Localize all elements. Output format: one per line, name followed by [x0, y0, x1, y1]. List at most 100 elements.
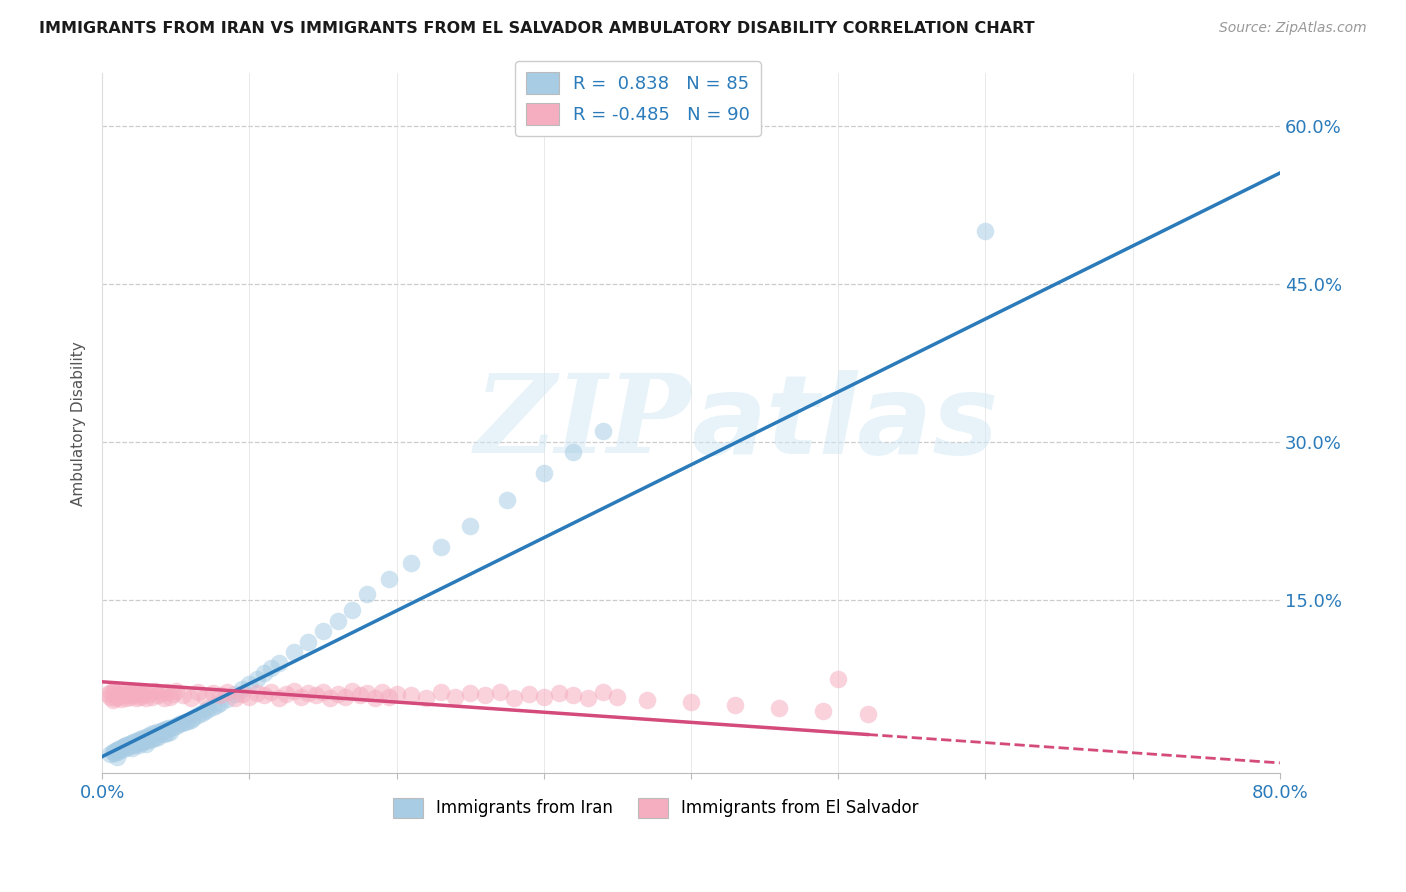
- Point: [112, 742, 135, 756]
- Point: [134, 685, 156, 699]
- Point: [444, 690, 467, 704]
- Point: [125, 690, 148, 705]
- Point: [592, 685, 614, 699]
- Point: [813, 704, 835, 718]
- Point: [156, 726, 179, 740]
- Point: [128, 738, 150, 752]
- Point: [231, 682, 253, 697]
- Point: [143, 731, 166, 745]
- Point: [856, 707, 879, 722]
- Point: [141, 731, 163, 746]
- Point: [150, 724, 173, 739]
- Point: [104, 690, 127, 705]
- Point: [103, 684, 125, 698]
- Point: [155, 722, 177, 736]
- Point: [224, 688, 246, 702]
- Point: [176, 714, 198, 728]
- Point: [238, 690, 260, 704]
- Point: [127, 688, 149, 702]
- Point: [194, 704, 217, 718]
- Point: [107, 690, 129, 704]
- Point: [122, 689, 145, 703]
- Point: [124, 738, 146, 752]
- Point: [105, 749, 128, 764]
- Point: [141, 690, 163, 704]
- Point: [488, 685, 510, 699]
- Point: [827, 672, 849, 686]
- Text: Source: ZipAtlas.com: Source: ZipAtlas.com: [1219, 21, 1367, 36]
- Point: [110, 691, 132, 706]
- Point: [401, 556, 423, 570]
- Point: [194, 690, 217, 704]
- Point: [276, 688, 298, 702]
- Point: [187, 685, 209, 699]
- Point: [201, 686, 224, 700]
- Point: [180, 690, 202, 705]
- Point: [312, 685, 335, 699]
- Point: [172, 689, 194, 703]
- Point: [153, 690, 176, 705]
- Point: [162, 688, 184, 702]
- Point: [159, 725, 181, 739]
- Point: [165, 719, 187, 733]
- Point: [636, 692, 658, 706]
- Point: [136, 729, 159, 743]
- Point: [562, 445, 585, 459]
- Point: [768, 701, 790, 715]
- Point: [401, 689, 423, 703]
- Point: [326, 614, 349, 628]
- Point: [101, 745, 124, 759]
- Point: [533, 690, 555, 704]
- Point: [115, 740, 138, 755]
- Point: [342, 603, 364, 617]
- Point: [143, 684, 166, 698]
- Point: [111, 689, 134, 703]
- Point: [197, 702, 219, 716]
- Point: [103, 684, 125, 698]
- Point: [429, 540, 451, 554]
- Point: [503, 690, 526, 705]
- Point: [349, 689, 371, 703]
- Point: [312, 624, 335, 639]
- Point: [187, 708, 209, 723]
- Point: [121, 736, 143, 750]
- Point: [145, 725, 167, 739]
- Point: [458, 686, 481, 700]
- Point: [378, 572, 401, 586]
- Point: [139, 727, 162, 741]
- Point: [138, 688, 160, 702]
- Point: [115, 688, 138, 702]
- Point: [333, 690, 356, 704]
- Point: [135, 730, 157, 744]
- Point: [101, 692, 124, 706]
- Point: [105, 745, 128, 759]
- Text: IMMIGRANTS FROM IRAN VS IMMIGRANTS FROM EL SALVADOR AMBULATORY DISABILITY CORREL: IMMIGRANTS FROM IRAN VS IMMIGRANTS FROM …: [39, 21, 1035, 37]
- Point: [517, 688, 540, 702]
- Point: [149, 727, 172, 741]
- Point: [146, 730, 169, 744]
- Point: [108, 743, 131, 757]
- Point: [112, 685, 135, 699]
- Point: [156, 685, 179, 699]
- Point: [135, 690, 157, 705]
- Point: [260, 685, 283, 699]
- Point: [496, 492, 519, 507]
- Point: [131, 686, 153, 700]
- Point: [162, 720, 184, 734]
- Point: [217, 691, 239, 706]
- Point: [152, 723, 174, 738]
- Point: [167, 717, 190, 731]
- Point: [100, 685, 122, 699]
- Point: [105, 743, 128, 757]
- Point: [205, 698, 228, 712]
- Point: [342, 684, 364, 698]
- Point: [385, 688, 408, 702]
- Point: [121, 686, 143, 700]
- Point: [132, 731, 155, 745]
- Point: [208, 696, 231, 710]
- Point: [267, 656, 290, 670]
- Point: [533, 467, 555, 481]
- Legend: Immigrants from Iran, Immigrants from El Salvador: Immigrants from Iran, Immigrants from El…: [387, 791, 925, 824]
- Point: [129, 690, 152, 704]
- Point: [105, 688, 128, 702]
